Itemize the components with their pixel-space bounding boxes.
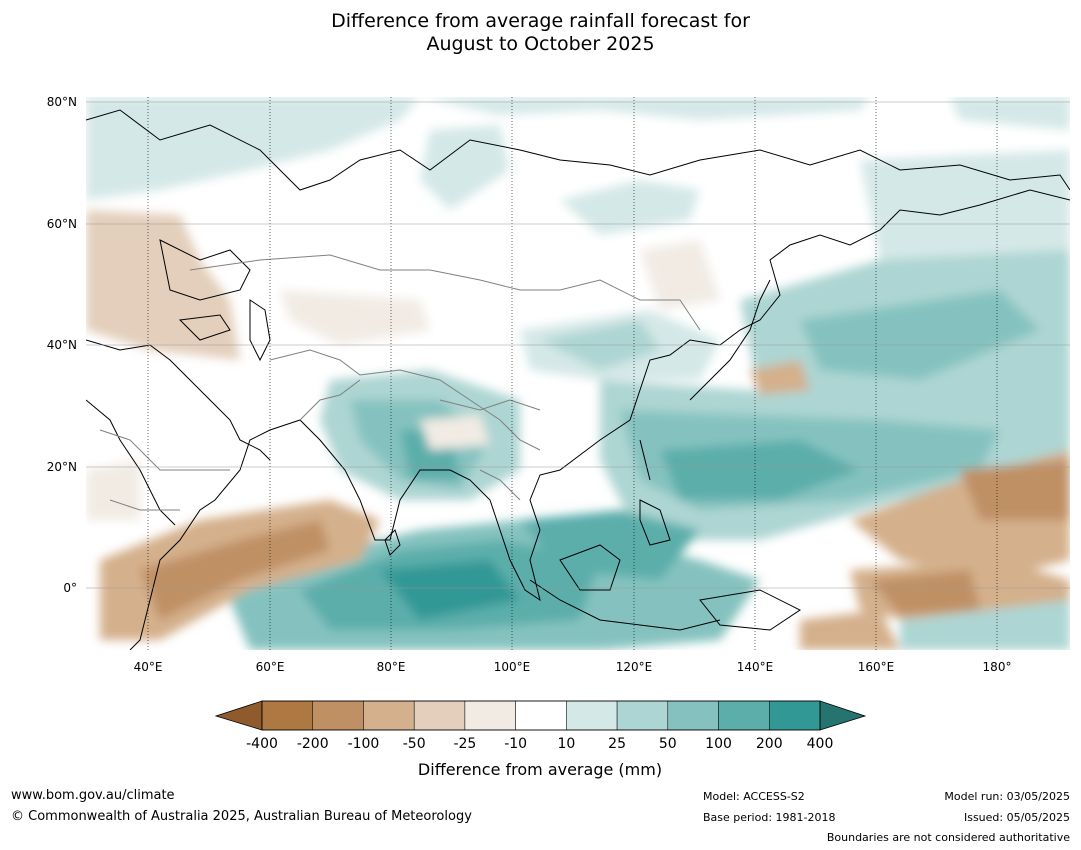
colorbar-high-arrow bbox=[819, 700, 867, 731]
lon-label-80e: 80°E bbox=[377, 660, 406, 674]
colorbar-bin bbox=[261, 700, 313, 731]
lon-label-120e: 120°E bbox=[616, 660, 653, 674]
graticule bbox=[147, 97, 998, 650]
lon-label-140e: 140°E bbox=[737, 660, 774, 674]
map-title: Difference from average rainfall forecas… bbox=[0, 10, 1081, 56]
colorbar-title: Difference from average (mm) bbox=[418, 760, 662, 779]
lat-label-80n: 80°N bbox=[47, 95, 77, 109]
colorbar-tick-label: 100 bbox=[705, 736, 732, 752]
colorbar-tick-label: -10 bbox=[504, 736, 527, 752]
title-line-1: Difference from average rainfall forecas… bbox=[331, 10, 750, 32]
colorbar-tick-label: 400 bbox=[807, 736, 834, 752]
title-line-2: August to October 2025 bbox=[426, 33, 655, 55]
lon-label-160e: 160°E bbox=[858, 660, 895, 674]
colorbar-tick-label: 10 bbox=[557, 736, 575, 752]
colorbar-tick-label: 50 bbox=[659, 736, 677, 752]
colorbar-bin bbox=[667, 700, 719, 731]
colorbar-tick-label: -25 bbox=[453, 736, 476, 752]
colorbar-low-arrow bbox=[214, 700, 263, 731]
lon-label-100e: 100°E bbox=[494, 660, 531, 674]
colorbar-bin bbox=[413, 700, 466, 731]
colorbar-bin bbox=[616, 700, 669, 731]
lat-label-0: 0° bbox=[63, 581, 77, 595]
latitude-labels: 80°N 60°N 40°N 20°N 0° bbox=[47, 95, 77, 595]
colorbar: -400 -200 -100 -50 -25 -10 10 25 50 100 200 400 Dif… bbox=[214, 700, 867, 779]
lon-label-60e: 60°E bbox=[256, 660, 285, 674]
base-period: Base period: 1981-2018 bbox=[703, 811, 836, 824]
colorbar-tick-label: 25 bbox=[608, 736, 626, 752]
rainfall-anomaly-shading bbox=[86, 97, 1070, 650]
copyright-notice: © Commonwealth of Australia 2025, Austra… bbox=[11, 809, 472, 824]
coastlines bbox=[86, 109, 1070, 650]
colorbar-tick-label: -200 bbox=[297, 736, 329, 752]
country-boundaries bbox=[99, 254, 701, 511]
colorbar-bin bbox=[566, 700, 618, 731]
colorbar-bin bbox=[312, 700, 364, 731]
website-link[interactable]: www.bom.gov.au/climate bbox=[11, 788, 175, 803]
colorbar-tick-label: -50 bbox=[403, 736, 426, 752]
latitude-lines bbox=[86, 101, 1070, 589]
colorbar-tick-label: 200 bbox=[756, 736, 783, 752]
lat-label-40n: 40°N bbox=[47, 338, 77, 352]
lat-label-60n: 60°N bbox=[47, 217, 77, 231]
colorbar-bin bbox=[464, 700, 516, 731]
colorbar-bin bbox=[769, 700, 821, 731]
colorbar-bin bbox=[718, 700, 770, 731]
colorbar-tick-label: -400 bbox=[246, 736, 278, 752]
lon-label-180: 180° bbox=[983, 660, 1012, 674]
model-run-date: Model run: 03/05/2025 bbox=[944, 790, 1070, 803]
colorbar-tick-label: -100 bbox=[348, 736, 380, 752]
longitude-labels: 40°E 60°E 80°E 100°E 120°E 140°E 160°E 1… bbox=[134, 660, 1012, 674]
colorbar-frame bbox=[261, 700, 821, 731]
boundaries-disclaimer: Boundaries are not considered authoritat… bbox=[826, 831, 1070, 844]
model-name: Model: ACCESS-S2 bbox=[703, 790, 805, 803]
lat-label-20n: 20°N bbox=[47, 460, 77, 474]
map-area bbox=[86, 97, 1070, 650]
colorbar-bin bbox=[515, 700, 567, 731]
lon-label-40e: 40°E bbox=[134, 660, 163, 674]
colorbar-bin bbox=[363, 700, 415, 731]
issued-date: Issued: 05/05/2025 bbox=[963, 811, 1070, 824]
